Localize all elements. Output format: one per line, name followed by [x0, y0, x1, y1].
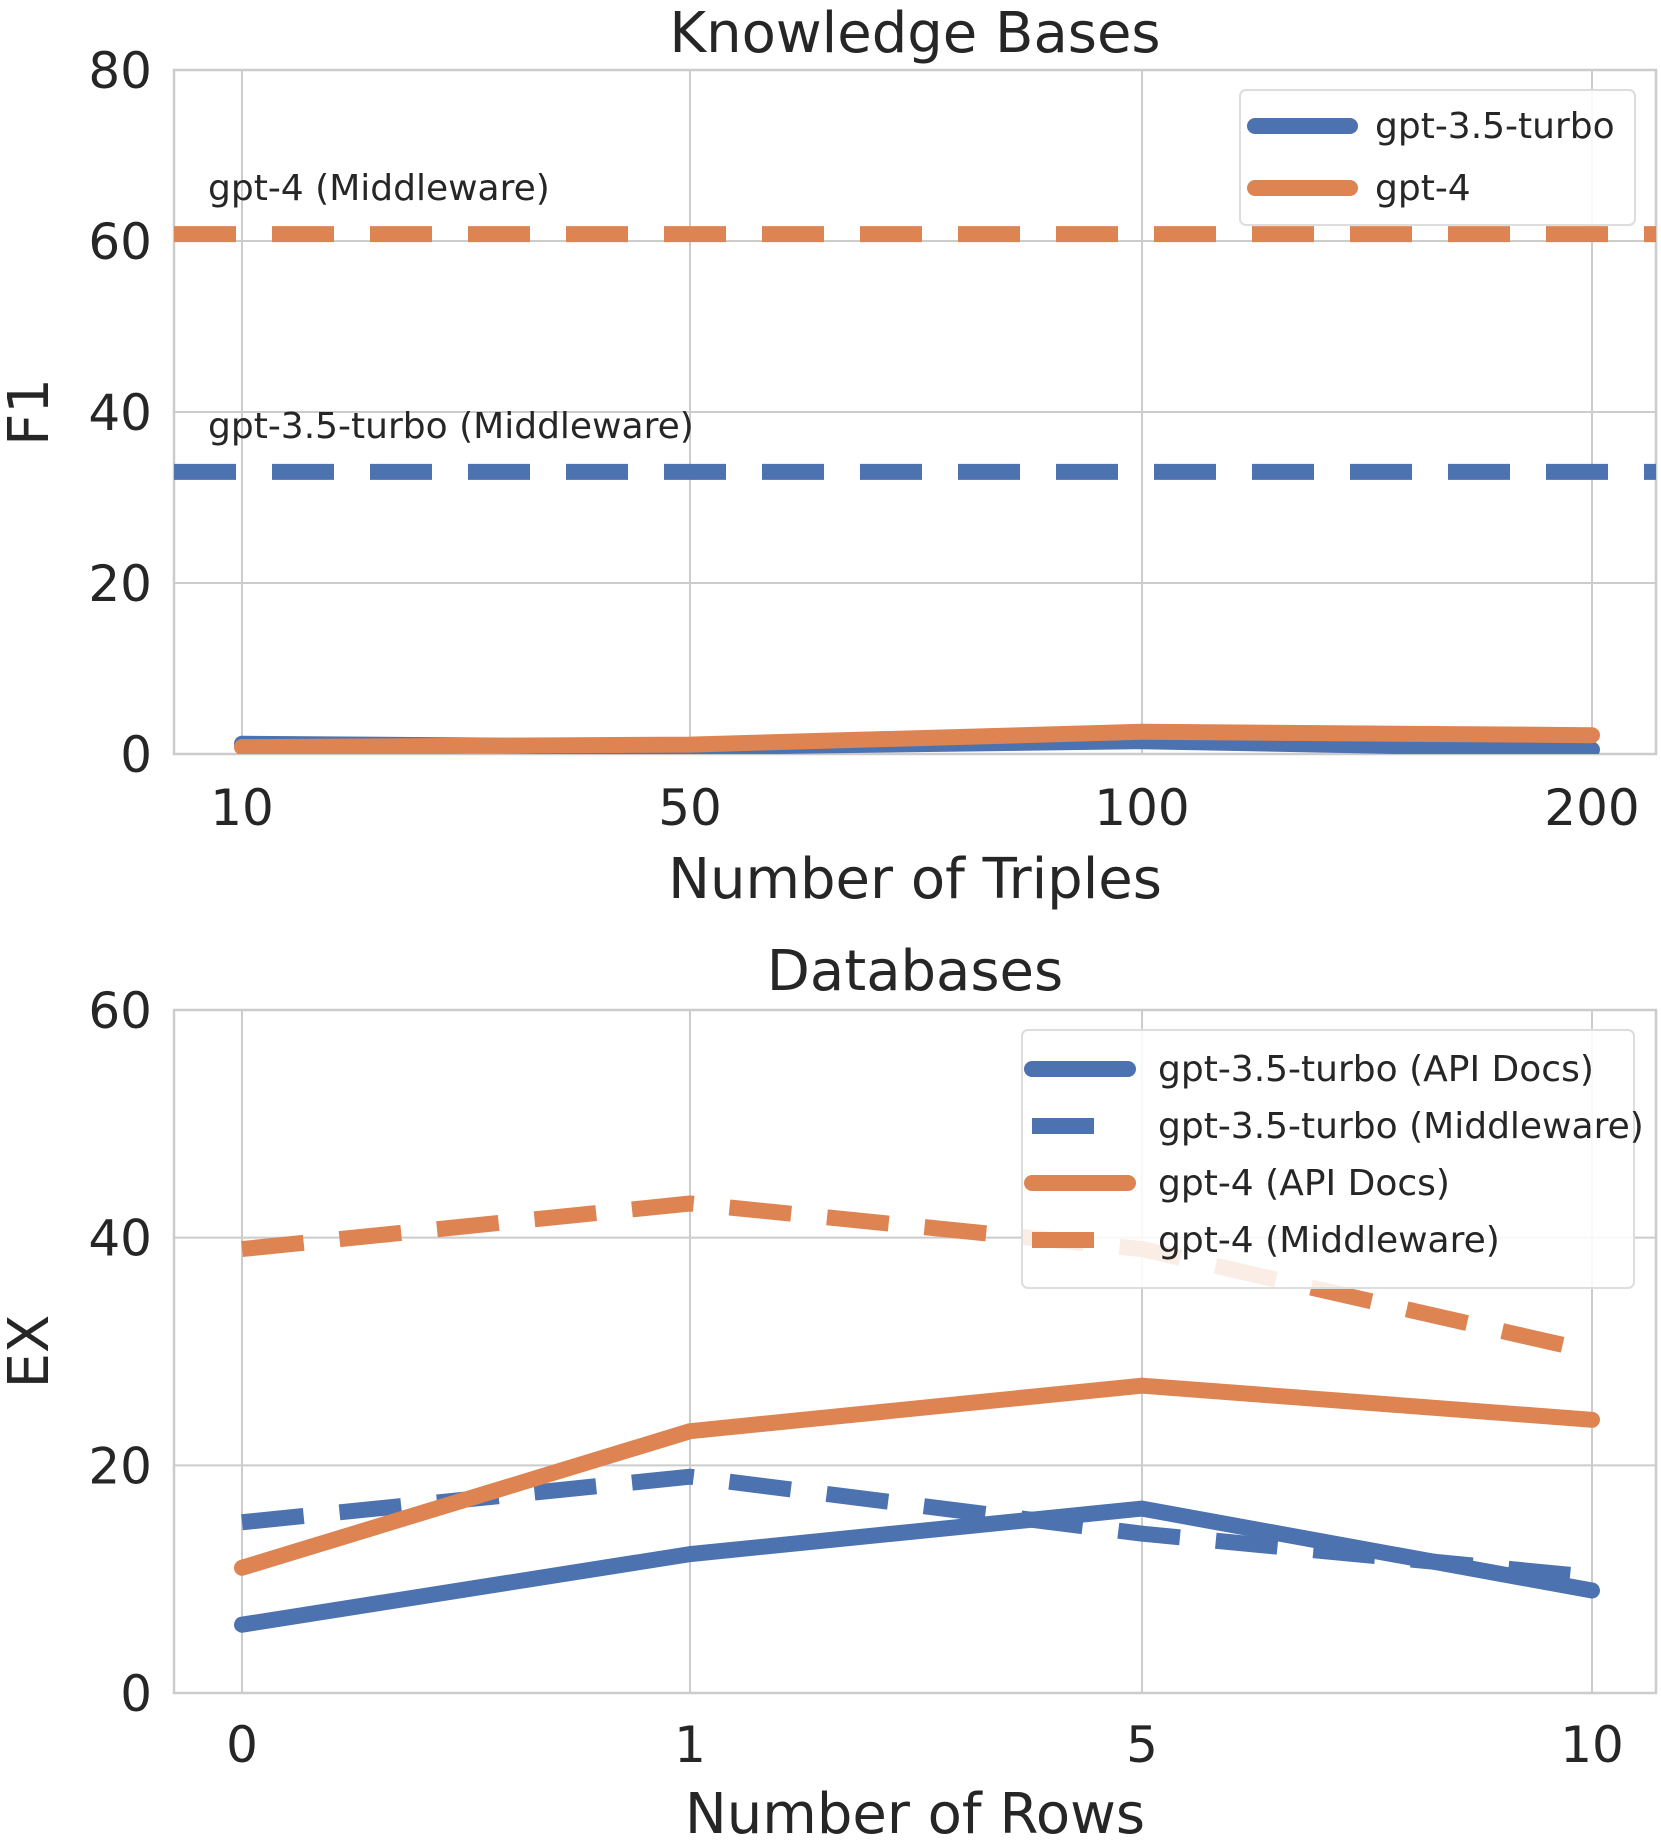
- plot-frame: [172, 68, 1658, 756]
- series-line: [234, 1500, 1600, 1633]
- x-tick-label: 50: [658, 779, 722, 837]
- chart-title: Databases: [767, 939, 1063, 1004]
- series-line: [241, 1195, 1594, 1360]
- y-tick-label: 20: [88, 1437, 152, 1495]
- legend-entry: gpt-4 (API Docs): [1158, 1163, 1450, 1204]
- plot-area: [174, 226, 1656, 754]
- legend-entry: gpt-3.5-turbo: [1375, 106, 1615, 147]
- y-axis-label: F1: [0, 378, 62, 446]
- series-line: [234, 1377, 1600, 1576]
- x-tick-label: 1: [674, 1716, 706, 1774]
- x-tick-label: 5: [1126, 1716, 1158, 1774]
- plot-frame: [172, 1008, 1658, 1695]
- y-axis-label: EX: [0, 1315, 62, 1389]
- x-tick-label: 200: [1544, 779, 1639, 837]
- y-tick-label: 60: [88, 982, 152, 1040]
- reference-line-label: gpt-4 (Middleware): [208, 168, 550, 209]
- chart-1: 0 20 40 60 0 1 5 10 Databases Number of Rows EX gpt…: [0, 939, 1658, 1841]
- legend-box: [1021, 1029, 1635, 1289]
- reference-line-label: gpt-3.5-turbo (Middleware): [208, 406, 694, 447]
- series-line: [234, 723, 1600, 754]
- legend-entry: gpt-4 (Middleware): [1158, 1220, 1500, 1261]
- y-tick-label: 0: [120, 1665, 152, 1723]
- x-tick-label: 0: [226, 1716, 258, 1774]
- y-tick-label: 40: [88, 1210, 152, 1268]
- plot-area: [234, 1195, 1600, 1633]
- x-axis-label: Number of Triples: [668, 847, 1162, 912]
- legend: gpt-3.5-turbo gpt-4: [1239, 89, 1636, 226]
- y-tick-label: 60: [88, 213, 152, 271]
- y-tick-label: 80: [88, 42, 152, 100]
- x-axis-label: Number of Rows: [685, 1782, 1145, 1841]
- x-tick-label: 100: [1094, 779, 1189, 837]
- y-tick-label: 40: [88, 384, 152, 442]
- chart-title: Knowledge Bases: [669, 1, 1160, 66]
- legend-entry: gpt-4: [1375, 168, 1471, 209]
- y-tick-label: 0: [120, 726, 152, 784]
- x-tick-label: 10: [210, 779, 274, 837]
- legend-entry: gpt-3.5-turbo (API Docs): [1158, 1049, 1594, 1090]
- chart-0: 0 20 40 60 80 10 50 100 200 Knowledge Bases Number…: [0, 1, 1658, 912]
- legend: gpt-3.5-turbo (API Docs) gpt-3.5-turbo (M…: [1021, 1029, 1644, 1289]
- x-tick-label: 10: [1560, 1716, 1624, 1774]
- y-tick-label: 20: [88, 555, 152, 613]
- legend-entry: gpt-3.5-turbo (Middleware): [1158, 1106, 1644, 1147]
